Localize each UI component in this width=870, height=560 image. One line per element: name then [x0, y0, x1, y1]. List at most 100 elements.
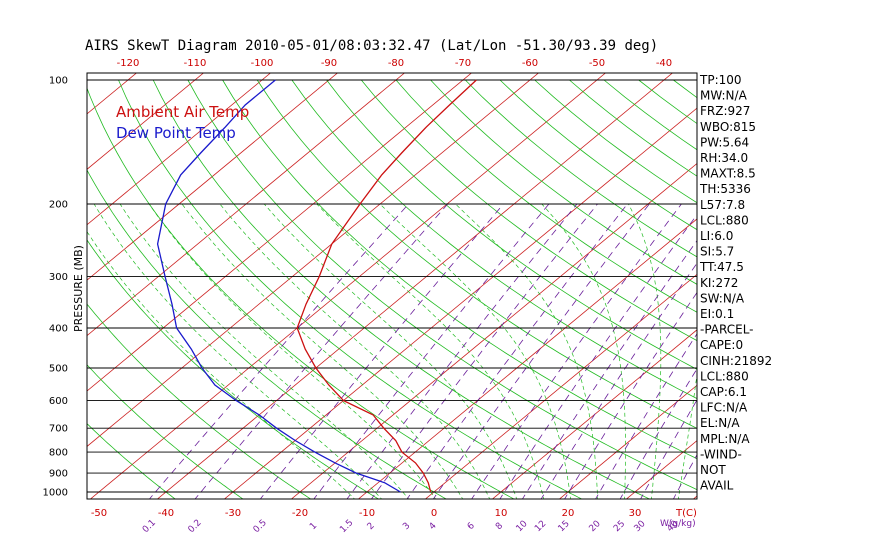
pressure-tick-label: 700	[49, 424, 68, 435]
mixing-ratio-line	[346, 203, 578, 499]
pressure-tick-label: 600	[49, 396, 68, 407]
bottom-temp-tick-label: 30	[629, 508, 642, 519]
pressure-tick-label: 300	[49, 272, 68, 283]
stability-index-item: NOT	[700, 463, 726, 477]
dry-adiabat-line	[87, 364, 244, 499]
isotherm-line	[87, 73, 205, 170]
moist-adiabat-line	[263, 203, 518, 499]
mixing-ratio-line	[595, 333, 697, 499]
dry-adiabat-line	[291, 79, 697, 400]
top-temp-tick-label: -90	[321, 58, 337, 69]
dry-adiabat-line	[152, 79, 651, 499]
moist-adiabat-line	[628, 203, 662, 499]
mixing-ratio-line	[619, 368, 697, 499]
isotherm-line	[558, 384, 697, 499]
mixing-ratio-tick-label: 15	[557, 519, 572, 534]
moist-adiabat-line	[455, 203, 598, 499]
top-temp-ticks: -120 -110 -100 -90 -80 -70 -60 -50 -40	[117, 58, 673, 69]
isotherm-line	[223, 107, 697, 499]
bottom-temp-ticks: -50 -40 -30 -20 -10 0 10 20 30	[91, 508, 642, 519]
isotherm-line	[290, 163, 697, 499]
moist-adiabat-line	[87, 230, 356, 499]
mixing-ratio-tick-label: 0.2	[186, 518, 203, 535]
mixing-ratio-line	[259, 203, 504, 499]
stability-index-item: TH:5336	[699, 182, 751, 196]
ambient-air-temp-line	[296, 79, 477, 493]
bottom-temp-tick-label: 0	[431, 508, 437, 519]
dry-adiabat-line	[256, 79, 697, 429]
stability-index-item: L57:7.8	[700, 198, 745, 212]
pressure-ticks: 100 200 300 400 500 600 700 800 900 1000	[43, 76, 68, 499]
isotherm-line	[424, 273, 697, 499]
stability-index-item: -WIND-	[700, 447, 742, 461]
stability-index-item: PW:5.64	[700, 135, 749, 149]
dry-adiabat-line	[326, 79, 697, 370]
top-temp-tick-label: -120	[117, 58, 140, 69]
mixing-ratio-line	[521, 239, 697, 499]
stability-index-item: CAP:6.1	[700, 385, 747, 399]
dry-adiabat-line	[395, 79, 697, 313]
stability-index-item: CAPE:0	[700, 338, 743, 352]
moist-adiabat-line	[93, 203, 383, 499]
top-temp-tick-label: -100	[251, 58, 274, 69]
moist-adiabat-line	[148, 203, 437, 499]
mixing-ratio-tick-label: 1	[308, 521, 319, 532]
isotherm-line	[87, 73, 540, 447]
isotherm-line	[0, 71, 5, 501]
stability-index-item: LCL:880	[700, 213, 749, 227]
isotherm-line	[0, 71, 72, 501]
sounding-profiles	[156, 79, 477, 493]
dry-adiabat-line	[360, 79, 697, 342]
bottom-temp-tick-label: -50	[91, 508, 107, 519]
x-axis-unit-label: T(C)	[675, 508, 697, 519]
mixing-ratio-line	[194, 203, 449, 499]
stability-index-item: LFC:N/A	[700, 401, 748, 415]
isotherm-line	[156, 73, 674, 499]
mixing-ratio-line	[640, 399, 697, 499]
dry-adiabat-line	[743, 80, 870, 501]
stability-index-item: TT:47.5	[699, 260, 744, 274]
mixing-ratio-tick-label: 20	[588, 519, 603, 534]
mixing-ratio-line	[564, 291, 697, 499]
mixing-ratio-tick-label: 2	[366, 521, 377, 532]
dew-point-temp-line	[156, 79, 401, 493]
stability-index-item: AVAIL	[700, 479, 734, 493]
stability-index-item: SW:N/A	[700, 291, 745, 305]
mixing-ratio-tick-label: 8	[494, 521, 505, 532]
stability-index-item: WBO:815	[700, 120, 756, 134]
mixing-ratio-line	[471, 203, 682, 499]
mixing-ratio-tick-label: 6	[466, 521, 477, 532]
mixing-ratio-tick-label: 0.1	[141, 518, 158, 535]
mixing-ratio-line	[406, 203, 628, 499]
mixing-ratio-line	[148, 203, 409, 499]
pressure-tick-label: 500	[49, 363, 68, 374]
pressure-tick-label: 800	[49, 448, 68, 459]
dry-adiabat-line	[118, 79, 583, 499]
mixing-ratio-line	[672, 454, 697, 499]
dry-adiabat-line	[638, 79, 697, 125]
dry-adiabat-line	[465, 79, 697, 258]
bottom-temp-tick-label: 20	[562, 508, 575, 519]
mixing-ratio-tick-label: 25	[612, 519, 627, 534]
dry-adiabat-line	[87, 239, 380, 499]
stability-index-item: RH:34.0	[700, 151, 748, 165]
isotherm-line	[87, 73, 473, 392]
stability-index-item: TP:100	[699, 73, 742, 87]
top-temp-tick-label: -110	[184, 58, 207, 69]
moist-adiabat-line	[181, 203, 464, 499]
isotherm-line	[357, 218, 697, 499]
dry-adiabat-line	[430, 79, 697, 285]
grid-lines	[0, 71, 870, 501]
bottom-temp-tick-label: -30	[225, 508, 241, 519]
bottom-temp-tick-label: 10	[495, 508, 508, 519]
moist-adiabat-line	[677, 371, 697, 499]
dry-adiabat-line	[222, 79, 697, 460]
mixing-ratio-line	[540, 262, 697, 499]
pressure-tick-label: 400	[49, 324, 68, 335]
isotherm-line	[758, 71, 870, 501]
mixing-ratio-ticks: 0.1 0.2 0.5 1 1.5 2 3 4 6 8 10 12 15 20 25 30 40	[141, 518, 681, 535]
mixing-ratio-tick-label: 1.5	[338, 518, 355, 535]
mixing-ratio-tick-label: 4	[428, 521, 439, 532]
stability-index-item: EI:0.1	[700, 307, 734, 321]
chart-title: AIRS SkewT Diagram 2010-05-01/08:03:32.4…	[85, 38, 658, 54]
